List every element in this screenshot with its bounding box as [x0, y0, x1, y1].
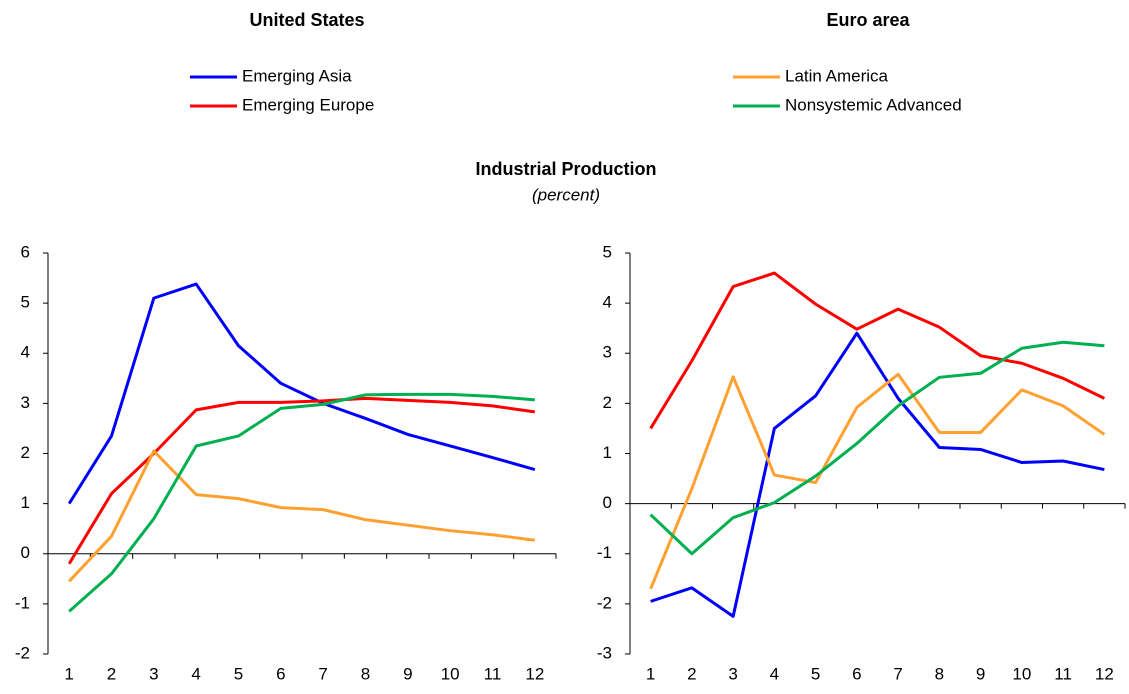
- x-tick-label: 12: [525, 664, 544, 683]
- y-tick-label: -2: [15, 643, 30, 662]
- x-tick-label: 11: [1054, 664, 1072, 683]
- x-tick-label: 9: [976, 664, 985, 683]
- x-tick-label: 9: [403, 664, 412, 683]
- y-tick-label: 4: [21, 343, 30, 362]
- y-tick-label: -1: [597, 543, 612, 562]
- x-tick-label: 1: [64, 664, 73, 683]
- x-tick-label: 10: [441, 664, 460, 683]
- y-tick-label: 2: [603, 393, 612, 412]
- x-tick-label: 8: [361, 664, 370, 683]
- x-tick-label: 11: [484, 664, 502, 683]
- series-line: [649, 271, 1106, 430]
- x-tick-label: 7: [318, 664, 327, 683]
- y-tick-label: 5: [603, 242, 612, 261]
- x-tick-label: 5: [234, 664, 243, 683]
- legend-label: Emerging Europe: [242, 95, 374, 114]
- x-tick-label: 8: [935, 664, 944, 683]
- y-tick-label: 3: [21, 393, 30, 412]
- x-tick-label: 6: [276, 664, 285, 683]
- x-tick-label: 2: [107, 664, 116, 683]
- legend-label: Latin America: [785, 66, 889, 85]
- main-title: Industrial Production: [475, 159, 656, 179]
- x-tick-label: 12: [1095, 664, 1114, 683]
- y-tick-label: 1: [21, 493, 30, 512]
- legend-label: Nonsystemic Advanced: [785, 95, 962, 114]
- x-tick-label: 3: [728, 664, 737, 683]
- x-tick-label: 2: [687, 664, 696, 683]
- chart-title: United States: [249, 10, 364, 30]
- x-tick-label: 10: [1012, 664, 1031, 683]
- series-line: [67, 396, 536, 565]
- subtitle: (percent): [532, 185, 600, 204]
- y-tick-label: -3: [597, 643, 612, 662]
- x-tick-label: 3: [149, 664, 158, 683]
- x-tick-label: 7: [893, 664, 902, 683]
- x-tick-label: 1: [646, 664, 655, 683]
- y-tick-label: 4: [603, 293, 612, 312]
- y-tick-label: 3: [603, 343, 612, 362]
- y-tick-label: -2: [597, 593, 612, 612]
- x-tick-label: 4: [770, 664, 779, 683]
- chart-title: Euro area: [826, 10, 910, 30]
- x-tick-label: 6: [852, 664, 861, 683]
- series-line: [649, 372, 1106, 590]
- series-line: [68, 392, 535, 613]
- series-line: [650, 331, 1105, 618]
- x-tick-label: 5: [811, 664, 820, 683]
- y-tick-label: 5: [21, 293, 30, 312]
- y-tick-label: 2: [21, 443, 30, 462]
- y-tick-label: -1: [15, 593, 30, 612]
- y-tick-label: 6: [21, 242, 30, 261]
- legend-label: Emerging Asia: [242, 66, 352, 85]
- y-tick-label: 0: [21, 543, 30, 562]
- series-line: [649, 340, 1105, 556]
- x-tick-label: 4: [191, 664, 200, 683]
- y-tick-label: 1: [603, 443, 612, 462]
- series-line: [68, 449, 536, 583]
- y-tick-label: 0: [603, 493, 612, 512]
- series-line: [67, 282, 536, 505]
